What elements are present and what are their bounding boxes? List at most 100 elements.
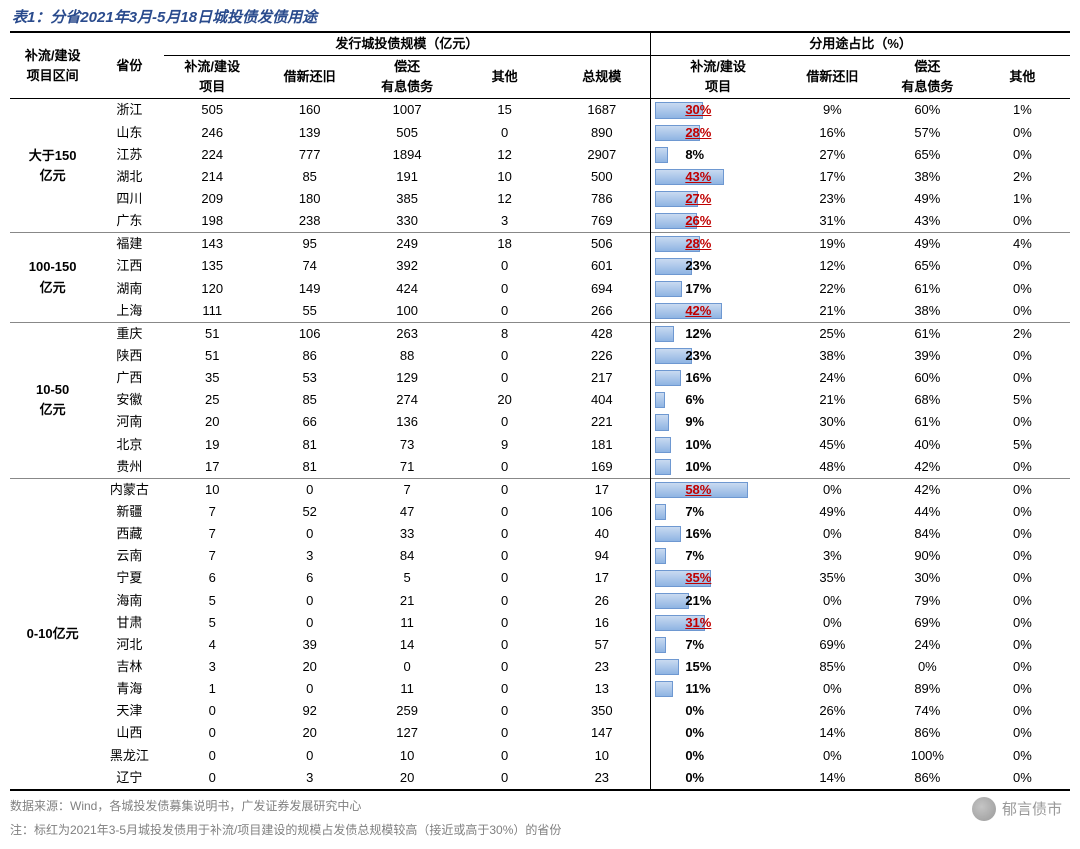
pct-bar-cell: 27%: [651, 188, 785, 210]
pct-bar-label: 0%: [657, 725, 704, 740]
value-cell: 135: [164, 255, 261, 277]
table-row: 湖南120149424069417%22%61%0%: [10, 278, 1070, 300]
group-label: 0-10亿元: [10, 478, 95, 789]
pct-bar-cell: 12%: [651, 322, 785, 345]
pct-cell: 0%: [975, 122, 1070, 144]
value-cell: 0: [456, 367, 553, 389]
header-scale-col: 借新还旧: [261, 56, 358, 99]
pct-cell: 0%: [975, 278, 1070, 300]
pct-cell: 0%: [975, 411, 1070, 433]
value-cell: 769: [553, 210, 651, 233]
value-cell: 181: [553, 434, 651, 456]
value-cell: 136: [358, 411, 455, 433]
value-cell: 3: [261, 767, 358, 790]
value-cell: 0: [456, 411, 553, 433]
value-cell: 0: [261, 745, 358, 767]
value-cell: 51: [164, 345, 261, 367]
value-cell: 198: [164, 210, 261, 233]
province-cell: 江西: [95, 255, 163, 277]
pct-cell: 0%: [975, 612, 1070, 634]
value-cell: 0: [456, 700, 553, 722]
value-cell: 0: [456, 255, 553, 277]
pct-bar-cell: 9%: [651, 411, 785, 433]
pct-cell: 60%: [880, 99, 975, 122]
value-cell: 20: [164, 411, 261, 433]
value-cell: 890: [553, 122, 651, 144]
pct-cell: 48%: [785, 456, 880, 479]
pct-cell: 42%: [880, 456, 975, 479]
pct-bar-cell: 0%: [651, 745, 785, 767]
pct-bar-cell: 42%: [651, 300, 785, 323]
value-cell: 3: [261, 545, 358, 567]
value-cell: 2907: [553, 144, 651, 166]
value-cell: 40: [553, 523, 651, 545]
pct-bar-cell: 0%: [651, 767, 785, 790]
value-cell: 21: [358, 590, 455, 612]
pct-cell: 0%: [975, 678, 1070, 700]
province-cell: 内蒙古: [95, 478, 163, 501]
value-cell: 12: [456, 188, 553, 210]
pct-cell: 0%: [975, 367, 1070, 389]
value-cell: 74: [261, 255, 358, 277]
pct-bar-label: 23%: [657, 348, 711, 363]
province-cell: 山东: [95, 122, 163, 144]
value-cell: 11: [358, 612, 455, 634]
pct-cell: 21%: [785, 389, 880, 411]
pct-bar-label: 10%: [657, 437, 711, 452]
pct-bar-cell: 23%: [651, 255, 785, 277]
province-cell: 陕西: [95, 345, 163, 367]
pct-cell: 0%: [785, 478, 880, 501]
pct-bar-label: 23%: [657, 258, 711, 273]
pct-cell: 2%: [975, 166, 1070, 188]
pct-cell: 69%: [880, 612, 975, 634]
province-cell: 甘肃: [95, 612, 163, 634]
table-row: 江西13574392060123%12%65%0%: [10, 255, 1070, 277]
province-cell: 山西: [95, 722, 163, 744]
table-row: 江苏22477718941229078%27%65%0%: [10, 144, 1070, 166]
province-cell: 河南: [95, 411, 163, 433]
pct-cell: 86%: [880, 767, 975, 790]
value-cell: 81: [261, 456, 358, 479]
pct-cell: 0%: [880, 656, 975, 678]
pct-cell: 61%: [880, 411, 975, 433]
value-cell: 1007: [358, 99, 455, 122]
pct-bar-label: 16%: [657, 370, 711, 385]
value-cell: 86: [261, 345, 358, 367]
pct-cell: 0%: [975, 567, 1070, 589]
value-cell: 55: [261, 300, 358, 323]
value-cell: 350: [553, 700, 651, 722]
table-row: 甘肃501101631%0%69%0%: [10, 612, 1070, 634]
province-cell: 湖北: [95, 166, 163, 188]
pct-cell: 26%: [785, 700, 880, 722]
table-row: 北京198173918110%45%40%5%: [10, 434, 1070, 456]
value-cell: 385: [358, 188, 455, 210]
table-row: 安徽2585274204046%21%68%5%: [10, 389, 1070, 411]
value-cell: 10: [164, 478, 261, 501]
pct-bar-cell: 7%: [651, 501, 785, 523]
header-pct-col: 补流/建设项目: [651, 56, 785, 99]
footnote-source: 数据来源：Wind，各城投发债募集说明书，广发证券发展研究中心: [10, 797, 1070, 815]
value-cell: 0: [261, 678, 358, 700]
pct-cell: 3%: [785, 545, 880, 567]
pct-bar-label: 9%: [657, 414, 704, 429]
value-cell: 0: [456, 745, 553, 767]
pct-bar-cell: 35%: [651, 567, 785, 589]
header-scale-col: 其他: [456, 56, 553, 99]
pct-cell: 12%: [785, 255, 880, 277]
value-cell: 330: [358, 210, 455, 233]
pct-cell: 45%: [785, 434, 880, 456]
value-cell: 0: [456, 478, 553, 501]
value-cell: 51: [164, 322, 261, 345]
value-cell: 100: [358, 300, 455, 323]
pct-bar-label: 12%: [657, 326, 711, 341]
value-cell: 0: [456, 523, 553, 545]
value-cell: 5: [164, 590, 261, 612]
value-cell: 16: [553, 612, 651, 634]
value-cell: 20: [358, 767, 455, 790]
value-cell: 5: [358, 567, 455, 589]
pct-bar-cell: 28%: [651, 233, 785, 256]
province-cell: 贵州: [95, 456, 163, 479]
pct-cell: 79%: [880, 590, 975, 612]
pct-bar-label: 43%: [657, 169, 711, 184]
value-cell: 0: [164, 767, 261, 790]
